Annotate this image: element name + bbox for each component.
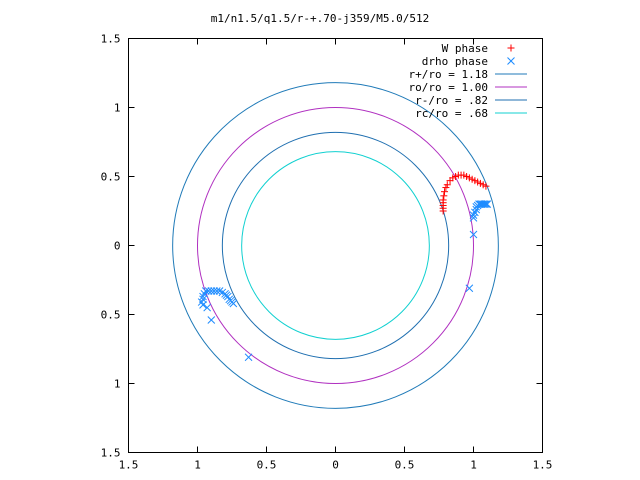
x-tick-label: 1	[470, 459, 477, 472]
w-phase-point	[440, 192, 448, 200]
w-phase-point	[443, 181, 451, 189]
legend-key	[507, 57, 515, 65]
legend-label: drho phase	[422, 55, 488, 68]
legend-label: W phase	[442, 42, 488, 55]
drho-phase-point	[244, 353, 253, 362]
radius-circle-3	[241, 151, 430, 340]
x-tick-label: 0.5	[395, 459, 415, 472]
drho-phase-point	[465, 284, 474, 293]
legend-label: r+/ro = 1.18	[409, 68, 488, 81]
x-tick-label: 1.5	[533, 459, 553, 472]
ticks-layer: 1.5 1 0.5 0 0.5 1 1.51.510.500.511.5	[101, 33, 553, 472]
drho-phase-point	[203, 303, 212, 312]
drho-phase-point	[200, 289, 209, 298]
drho-phase-point	[229, 299, 238, 308]
y-tick-label: 1.5	[101, 33, 121, 46]
legend-label: ro/ro = 1.00	[409, 81, 488, 94]
y-tick-label: 0.5	[101, 309, 121, 322]
x-tick-label: 0	[332, 459, 339, 472]
drho-phase-point	[469, 214, 478, 222]
w-phase-point	[439, 196, 447, 204]
circles-layer	[172, 82, 499, 409]
drho-phase-point	[199, 300, 207, 309]
y-tick-label: 0	[114, 240, 121, 253]
y-tick-label: 1	[114, 102, 121, 115]
drho-phase-point	[210, 287, 218, 295]
legend-key	[507, 44, 515, 52]
x-tick-label: 1	[194, 459, 201, 472]
x-tick-label: 1.5	[119, 459, 139, 472]
drho-phase-point	[469, 230, 478, 239]
y-tick-label: 1.5	[101, 447, 121, 460]
y-tick-label: 1	[114, 378, 121, 391]
x-tick-label: 0.5	[257, 459, 277, 472]
points-layer	[197, 171, 492, 362]
drho-phase-point	[469, 211, 478, 219]
y-tick-label: 0.5	[101, 171, 121, 184]
radius-circle-0	[172, 82, 499, 409]
w-phase-point	[482, 182, 490, 190]
radius-circle-1	[197, 107, 474, 384]
legend-label: rc/ro = .68	[415, 107, 488, 120]
drho-phase-point	[218, 288, 227, 297]
w-phase-point	[441, 188, 449, 196]
legend-label: r-/ro = .82	[415, 94, 488, 107]
drho-phase-point	[471, 208, 479, 217]
chart-title: m1/n1.5/q1.5/r-+.70-j359/M5.0/512	[211, 12, 430, 25]
radius-circle-2	[221, 131, 450, 360]
drho-phase-point	[207, 287, 216, 295]
drho-phase-point	[207, 316, 216, 324]
